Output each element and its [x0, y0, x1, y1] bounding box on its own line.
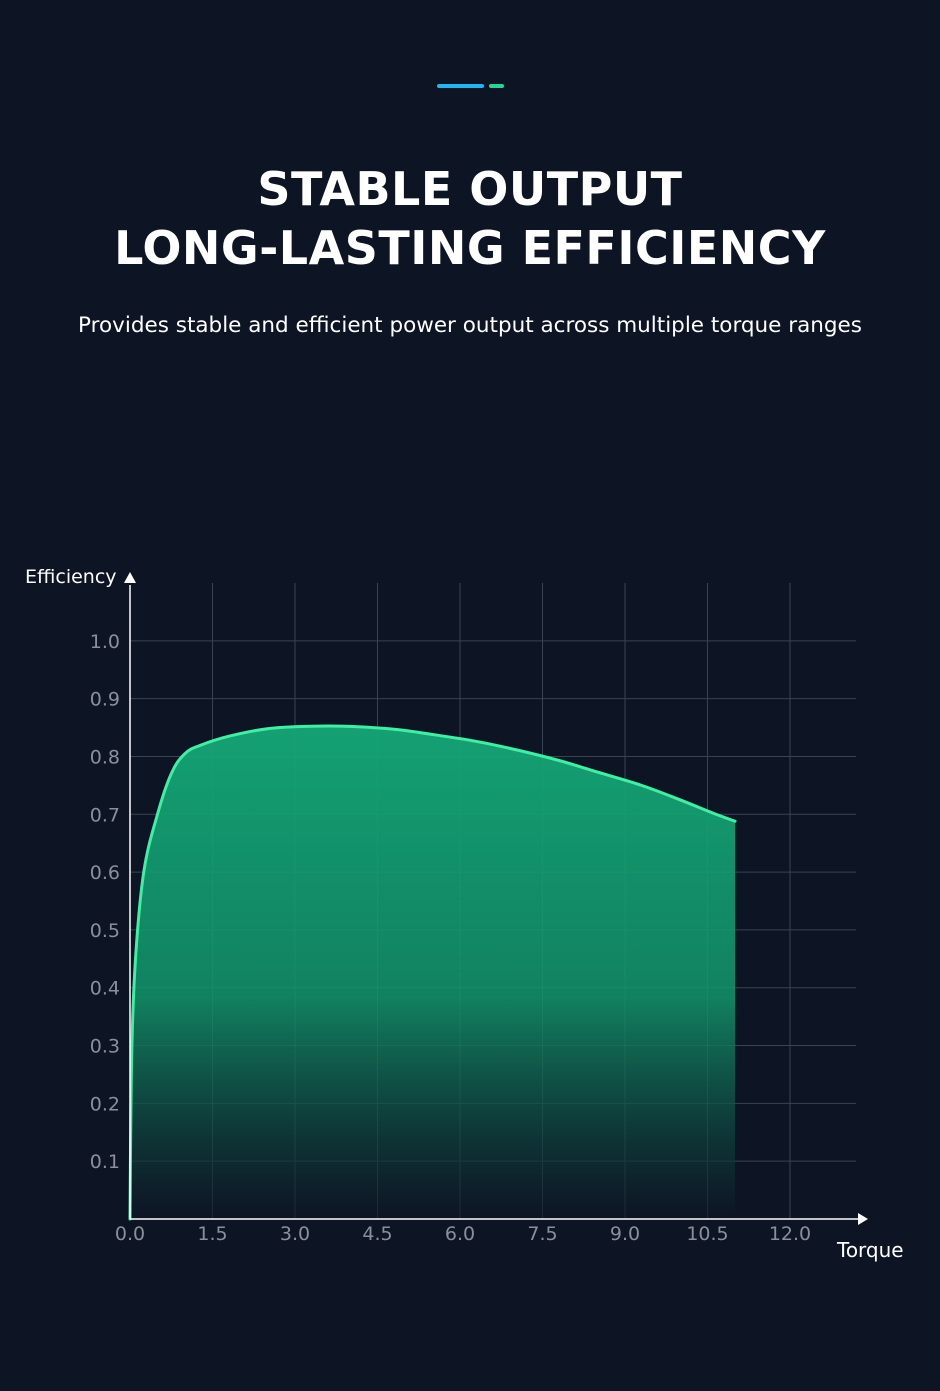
page-subtitle: Provides stable and efficient power outp… — [78, 313, 862, 338]
area-layer — [128, 724, 737, 1221]
x-tick-label: 9.0 — [610, 1223, 640, 1245]
x-axis-arrow-icon — [858, 1213, 868, 1225]
y-tick-label: 0.9 — [90, 689, 120, 711]
y-tick-label: 0.6 — [90, 862, 120, 884]
y-tick-label: 1.0 — [90, 631, 120, 653]
accent-bar-blue — [437, 84, 484, 88]
y-tick-label: 0.7 — [90, 804, 120, 826]
y-tick-label: 0.5 — [90, 920, 120, 942]
x-tick-label: 7.5 — [527, 1223, 557, 1245]
title-line-1: STABLE OUTPUT — [257, 162, 683, 216]
y-tick-label: 0.3 — [90, 1036, 120, 1058]
y-tick-label: 0.1 — [90, 1151, 120, 1173]
x-tick-label: 1.5 — [197, 1223, 227, 1245]
y-tick-label: 0.4 — [90, 978, 120, 1000]
x-tick-label: 12.0 — [769, 1223, 811, 1245]
x-tick-label: 4.5 — [362, 1223, 392, 1245]
chart-axes — [124, 572, 868, 1225]
title-line-2: LONG-LASTING EFFICIENCY — [114, 221, 826, 275]
efficiency-area — [130, 726, 735, 1219]
efficiency-chart: 0.0 1.5 3.0 4.5 6.0 7.5 9.0 10.5 12.0 0.1 0.2 0.3 0.… — [25, 566, 904, 1262]
y-axis-title: Efficiency — [25, 566, 117, 588]
accent-bar-green — [489, 84, 504, 88]
x-tick-label: 6.0 — [445, 1223, 475, 1245]
y-tick-label: 0.2 — [90, 1093, 120, 1115]
x-axis-title: Torque — [836, 1238, 904, 1262]
y-tick-label: 0.8 — [90, 746, 120, 768]
efficiency-curve — [128, 724, 737, 1221]
y-axis-arrow-icon — [124, 572, 136, 583]
page-title: STABLE OUTPUT LONG-LASTING EFFICIENCY — [0, 160, 940, 278]
x-tick-label: 3.0 — [280, 1223, 310, 1245]
x-tick-label: 0.0 — [115, 1223, 145, 1245]
chart-labels: 0.0 1.5 3.0 4.5 6.0 7.5 9.0 10.5 12.0 0.1 0.2 0.3 0.… — [25, 566, 904, 1262]
x-tick-label: 10.5 — [686, 1223, 728, 1245]
